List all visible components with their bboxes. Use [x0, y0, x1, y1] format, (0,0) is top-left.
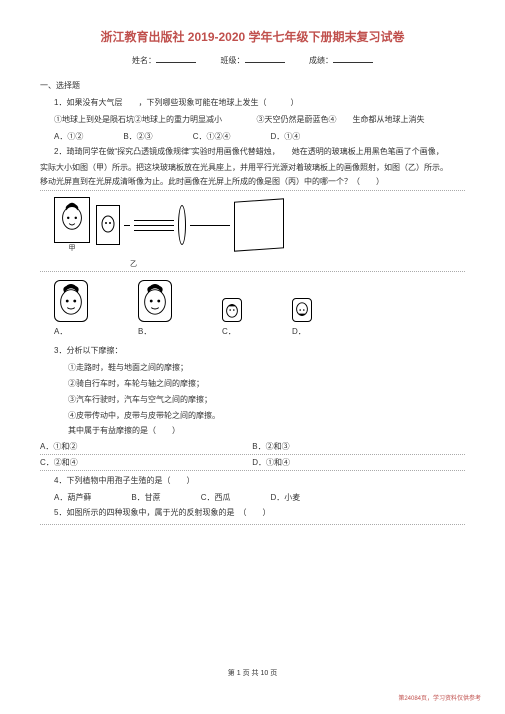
- face-icon-c: [223, 299, 241, 321]
- q1-optB: B．②③: [123, 131, 152, 142]
- q3-optD: D．①和④: [252, 458, 290, 467]
- face-icon-a: [55, 281, 87, 321]
- section-1-head: 一、选择题: [40, 80, 465, 91]
- divider: [40, 190, 465, 191]
- name-blank: [156, 53, 196, 63]
- q2-option-images: A． B． C．: [54, 280, 451, 337]
- q1-optD: D．①④: [270, 131, 300, 142]
- q1-sub-b: ③天空仍然是蔚蓝色④ 生命都从地球上消失: [256, 115, 424, 124]
- q4-stem: 4．下列植物中用孢子生殖的是（ ）: [54, 475, 465, 488]
- q1-optA: A．①②: [54, 131, 83, 142]
- face-icon-d: [293, 299, 311, 321]
- q4-options: A．葫芦藓 B．甘蔗 C．西瓜 D．小麦: [54, 492, 465, 503]
- face-icon: [55, 199, 89, 242]
- class-blank: [245, 53, 285, 63]
- q4-optC: C．西瓜: [201, 492, 231, 503]
- score-label: 成绩：: [309, 56, 333, 65]
- name-label: 姓名：: [132, 56, 156, 65]
- q1-sub: ①地球上到处是陨石坑②地球上的重力明显减小 ③天空仍然是蔚蓝色④ 生命都从地球上…: [54, 114, 465, 127]
- q2-opt-img-d: D．: [292, 298, 312, 337]
- divider: [40, 470, 465, 471]
- q1-optC: C．①②④: [193, 131, 231, 142]
- q4-optD: D．小麦: [270, 492, 300, 503]
- info-row: 姓名： 班级： 成绩：: [40, 53, 465, 66]
- q3-s2: ②骑自行车时，车轮与轴之间的摩擦；: [68, 378, 465, 391]
- q3-s5: 其中属于有益摩擦的是（ ）: [68, 425, 465, 438]
- q1-options: A．①② B．②③ C．①②④ D．①④: [54, 131, 465, 142]
- q2-opt-img-b: B．: [138, 280, 172, 337]
- q2-l2: 实际大小如图（甲）所示。把这块玻璃板放在光具座上，并用平行光源对着玻璃板上的画像…: [40, 162, 465, 173]
- face-icon-b: [139, 281, 171, 321]
- q3-row1: A．①和② B．②和③: [40, 441, 465, 452]
- glass-plate: [96, 205, 120, 245]
- q2-optA-label: A．: [54, 326, 67, 337]
- q3-s1: ①走路时，鞋与地面之间的摩擦；: [68, 362, 465, 375]
- page-title: 浙江教育出版社 2019-2020 学年七年级下册期末复习试卷: [40, 28, 465, 45]
- class-label: 班级：: [221, 56, 245, 65]
- q2-optD-label: D．: [292, 326, 306, 337]
- q5-stem: 5．如图所示的四种现象中，属于光的反射现象的是 （ ）: [54, 507, 465, 520]
- face-small-icon: [98, 208, 118, 242]
- q4-optA: A．葫芦藓: [54, 492, 91, 503]
- q4-optB: B．甘蔗: [131, 492, 160, 503]
- q3-stem: 3．分析以下摩擦：: [54, 345, 465, 358]
- q3-s3: ③汽车行驶时，汽车与空气之间的摩擦；: [68, 394, 465, 407]
- divider: [40, 524, 465, 525]
- q2-opt-img-a: A．: [54, 280, 88, 337]
- footer-note: 第24084页，学习资料仅供参考: [398, 693, 481, 702]
- q2-optC-label: C．: [222, 326, 236, 337]
- q2-opt-img-c: C．: [222, 298, 242, 337]
- q3-row2: C．②和④ D．①和④: [40, 457, 465, 468]
- fig-label-yi: 乙: [130, 259, 465, 269]
- q2-optB-label: B．: [138, 326, 151, 337]
- q2-l1: 2．琦琦同学在做“探究凸透镜成像规律”实验时用画像代替蜡烛， 她在透明的玻璃板上…: [54, 146, 465, 159]
- lens-icon: [178, 205, 186, 245]
- q3-optA: A．①和②: [40, 441, 250, 452]
- score-blank: [333, 53, 373, 63]
- divider: [40, 271, 465, 272]
- fig-card-jia: [54, 197, 90, 243]
- footer-page: 第 1 页 共 10 页: [0, 668, 505, 678]
- q2-l3: 移动光屏直到在光屏成清晰像为止。此时画像在光屏上所成的像是图（丙）中的哪一个？（…: [40, 176, 465, 187]
- q3-optC: C．②和④: [40, 457, 250, 468]
- q1-stem: 1．如果没有大气层 ，下列哪些现象可能在地球上发生（ ）: [54, 97, 465, 110]
- q3-optB: B．②和③: [252, 442, 289, 451]
- q2-figure: 甲: [54, 197, 451, 253]
- divider: [40, 454, 465, 455]
- q1-sub-a: ①地球上到处是陨石坑②地球上的重力明显减小: [54, 115, 222, 124]
- q3-s4: ④皮带传动中，皮带与皮带轮之间的摩擦。: [68, 410, 465, 423]
- fig-label-jia: 甲: [69, 243, 76, 253]
- screen-icon: [234, 199, 284, 252]
